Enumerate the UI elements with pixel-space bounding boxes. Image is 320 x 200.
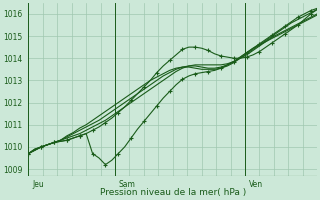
- X-axis label: Pression niveau de la mer( hPa ): Pression niveau de la mer( hPa ): [100, 188, 246, 197]
- Text: Sam: Sam: [119, 180, 136, 189]
- Text: Ven: Ven: [249, 180, 263, 189]
- Text: Jeu: Jeu: [32, 180, 44, 189]
